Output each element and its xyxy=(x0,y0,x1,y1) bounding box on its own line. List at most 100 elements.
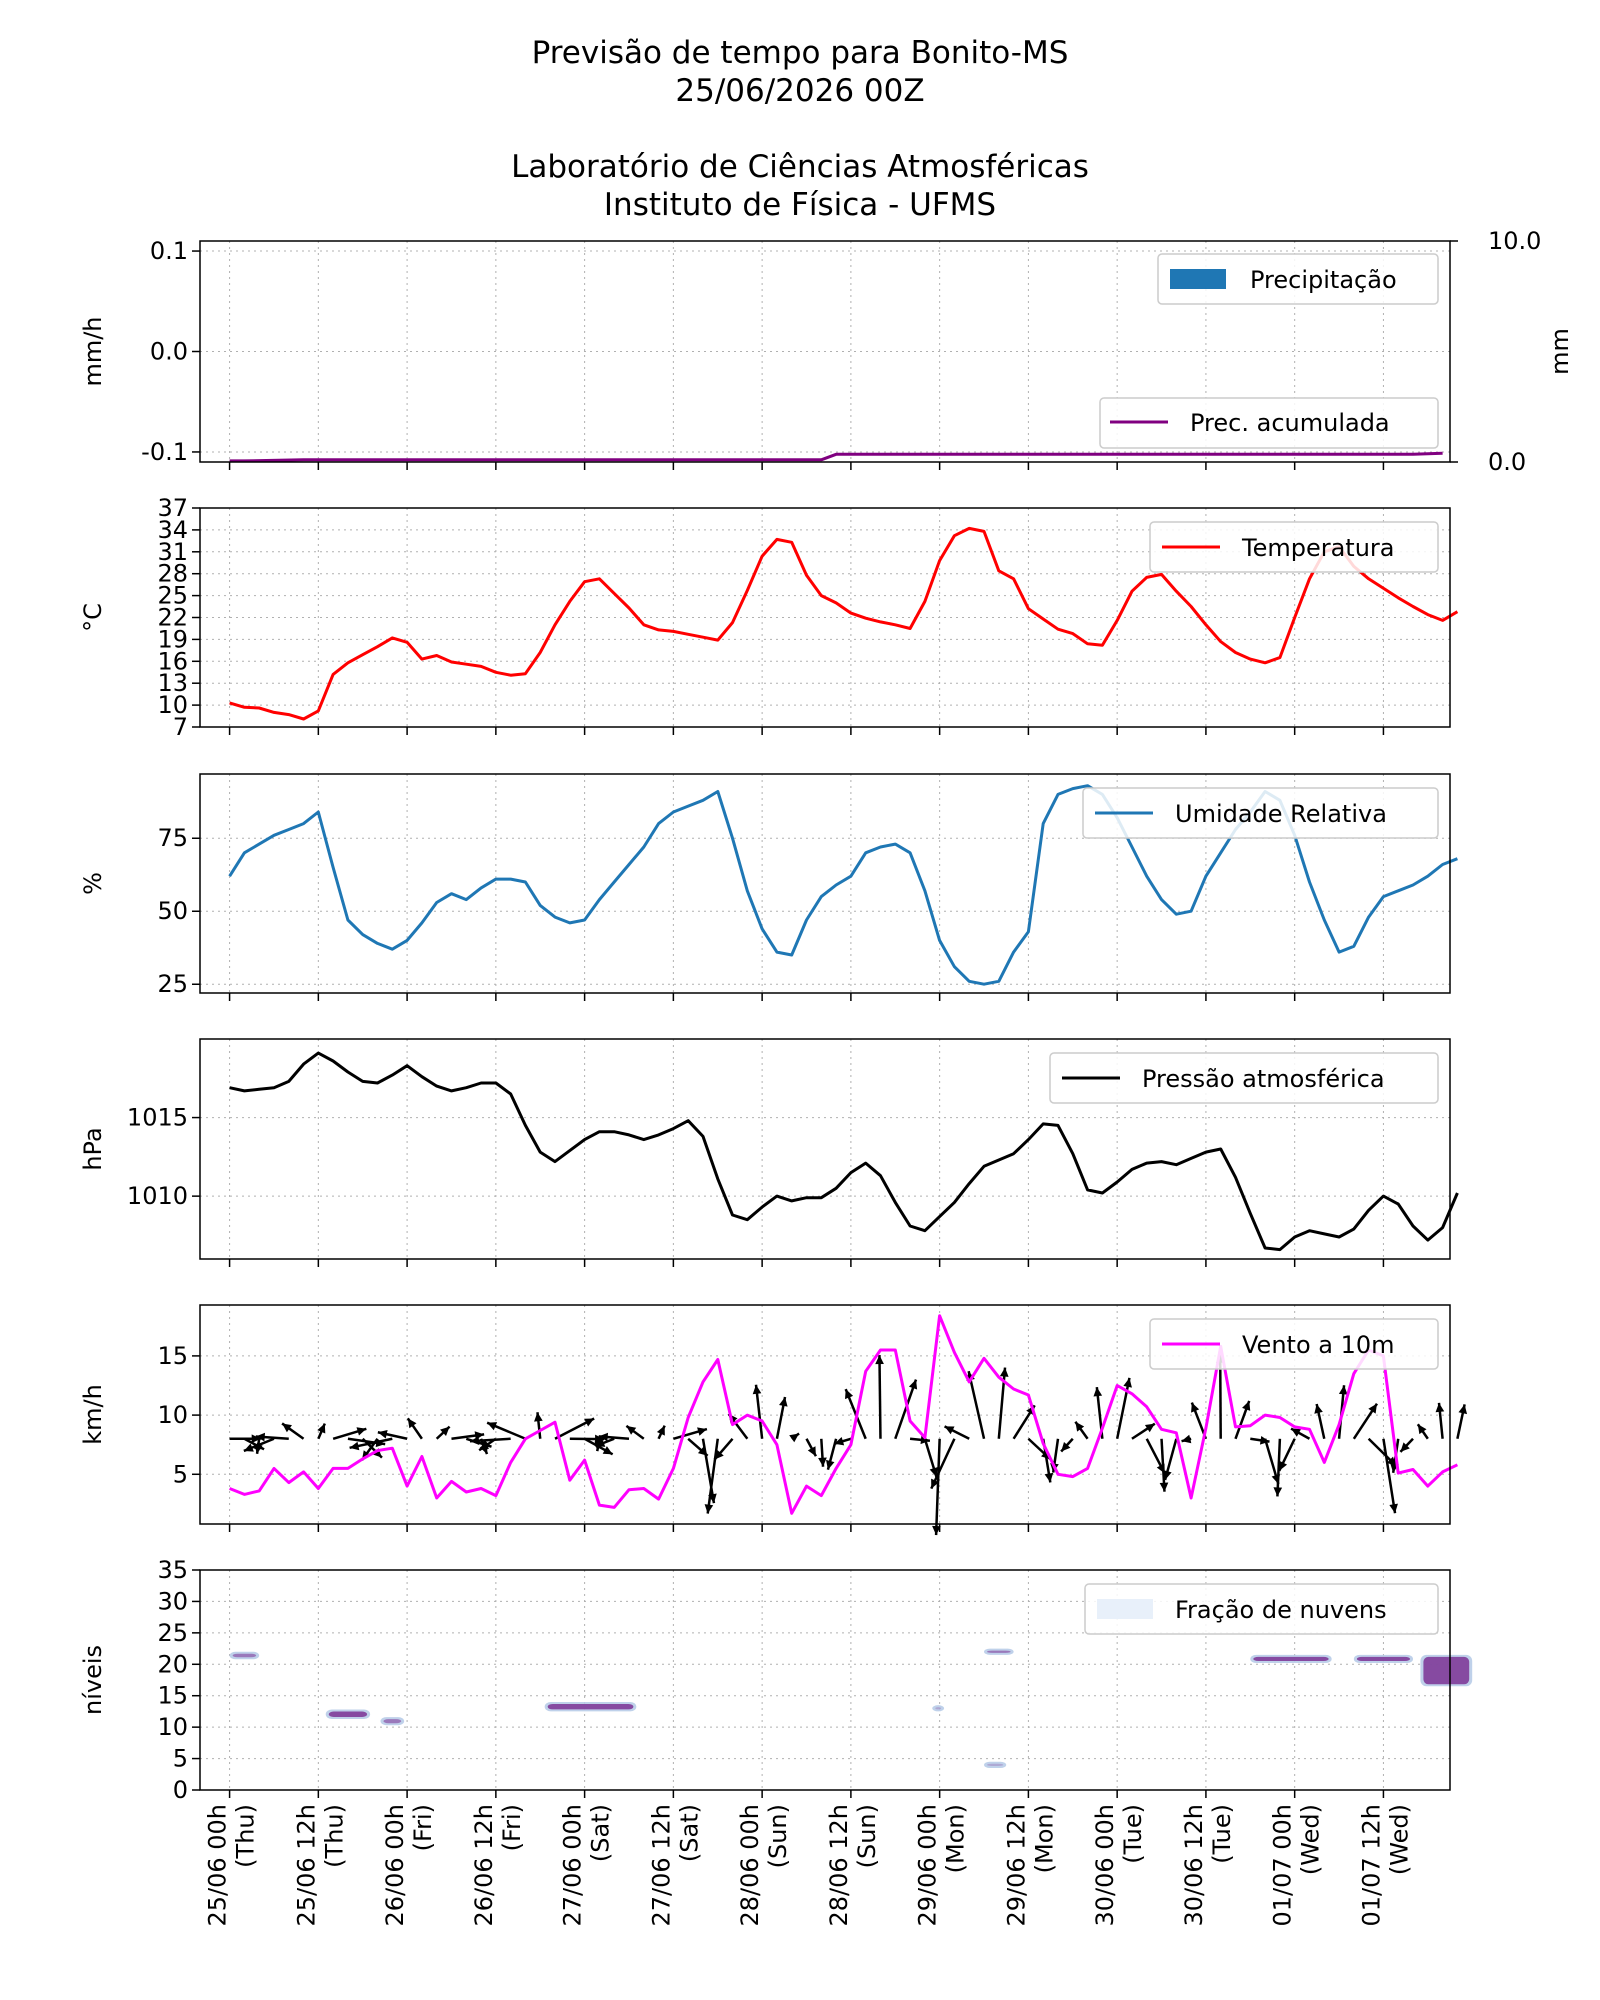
wind-arrow-head xyxy=(932,1525,941,1536)
wind-arrow-head xyxy=(1159,1482,1169,1492)
wind-arrow-head xyxy=(656,1425,665,1436)
x-tick-label-day: (Mon) xyxy=(942,1804,970,1873)
axes-frame xyxy=(199,1304,1451,1525)
cloud-patch xyxy=(935,1707,942,1710)
wind-arrow xyxy=(701,1438,716,1504)
wind-arrow-head xyxy=(584,1418,595,1427)
axes-frame xyxy=(199,1038,1451,1260)
x-tick-label-day: (Sun) xyxy=(853,1804,881,1868)
x-tick-label-day: (Thu) xyxy=(232,1804,260,1868)
wind-arrow-head xyxy=(931,1478,940,1489)
x-tick-label-date: 30/06 12h xyxy=(1180,1804,1208,1927)
legend-label-humidity: Umidade Relativa xyxy=(1175,800,1387,828)
wind-arrow-head xyxy=(875,1355,884,1365)
wind-arrow-head xyxy=(487,1422,498,1431)
y-axis-label-temperature: °C xyxy=(79,603,107,632)
x-tick-label-date: 26/06 12h xyxy=(470,1804,498,1927)
x-tick-label-date: 29/06 12h xyxy=(1002,1804,1030,1927)
y-tick-label: 31 xyxy=(157,538,188,566)
y-tick-label: 50 xyxy=(157,897,188,925)
x-tick-label-date: 28/06 12h xyxy=(825,1804,853,1927)
chart-title-block: Previsão de tempo para Bonito-MS 25/06/2… xyxy=(0,34,1600,224)
x-tick-label-day: (Fri) xyxy=(498,1804,526,1851)
wind-arrow-head xyxy=(1181,1434,1192,1444)
wind-arrow-head xyxy=(818,1457,827,1467)
wind-arrow-head xyxy=(595,1438,606,1447)
wind-arrow-head xyxy=(1093,1387,1103,1397)
right-y-tick-label: 0.0 xyxy=(1488,448,1526,476)
legend-swatch-clouds xyxy=(1097,1599,1153,1619)
cloud-halo xyxy=(932,1705,945,1712)
x-tick-label-day: (Fri) xyxy=(409,1804,437,1851)
axes-frame xyxy=(199,1569,1451,1791)
series-line-wind xyxy=(229,1314,1459,1515)
legend-label-wind: Vento a 10m xyxy=(1242,1331,1395,1359)
panel-wind: 5 10 15 Vento a 10m xyxy=(157,1304,1468,1536)
y-axis-label-humidity: % xyxy=(79,872,107,895)
x-tick-label-date: 27/06 00h xyxy=(559,1804,587,1927)
x-tick-label-date: 25/06 00h xyxy=(204,1804,232,1927)
wind-arrow-head xyxy=(1075,1421,1085,1432)
wind-arrow-head xyxy=(1389,1503,1398,1514)
x-tick-label-date: 01/07 12h xyxy=(1357,1804,1385,1927)
wind-arrow-head xyxy=(479,1441,490,1451)
wind-arrow-head xyxy=(697,1427,707,1436)
y-tick-label: 1010 xyxy=(127,1182,188,1210)
cloud-patch xyxy=(547,1704,634,1710)
legend-box xyxy=(1099,397,1439,449)
y-tick-label: 22 xyxy=(157,604,188,632)
wind-arrow-head xyxy=(372,1448,382,1458)
y-axis-label-accum: mm xyxy=(1546,328,1574,375)
wind-arrow-head xyxy=(407,1418,417,1429)
wind-arrow-head xyxy=(349,1441,360,1451)
legend-swatch-precip xyxy=(1170,269,1226,289)
y-tick-label: 1015 xyxy=(127,1104,188,1132)
wind-arrow-head xyxy=(789,1433,800,1443)
wind-arrow-head xyxy=(944,1426,955,1435)
y-tick-label: 13 xyxy=(157,669,188,697)
y-tick-label: 10 xyxy=(157,691,188,719)
wind-arrow-head xyxy=(1061,1441,1071,1452)
wind-arrow-head xyxy=(1400,1442,1410,1452)
wind-arrow xyxy=(1382,1438,1397,1514)
wind-arrow-head xyxy=(1123,1377,1132,1388)
wind-arrow xyxy=(706,1438,719,1514)
y-tick-label: -0.1 xyxy=(141,438,188,466)
y-tick-label: 7 xyxy=(173,713,188,741)
cloud-patch xyxy=(987,1650,1011,1653)
org-name: Laboratório de Ciências Atmosféricas xyxy=(511,149,1089,185)
x-tick-label-date: 01/07 00h xyxy=(1269,1804,1297,1927)
org-institute: Instituto de Física - UFMS xyxy=(603,187,997,223)
wind-arrow-head xyxy=(1273,1487,1283,1497)
legend-box xyxy=(1149,521,1439,573)
y-tick-label: 30 xyxy=(157,1587,188,1615)
wind-arrow-head xyxy=(1144,1423,1155,1433)
legend-box xyxy=(1157,253,1439,305)
x-tick-label-date: 26/06 00h xyxy=(381,1804,409,1927)
x-tick-label-date: 29/06 00h xyxy=(914,1804,942,1927)
y-axis-label-pressure: hPa xyxy=(79,1127,107,1170)
wind-arrow-head xyxy=(1163,1470,1172,1480)
y-tick-label: 28 xyxy=(157,560,188,588)
x-tick-label-day: (Tue) xyxy=(1208,1804,1236,1864)
y-tick-label: 10 xyxy=(157,1401,188,1429)
wind-arrow xyxy=(967,1370,986,1440)
legend-label-clouds: Fração de nuvens xyxy=(1175,1596,1387,1624)
y-axis-label-precip: mm/h xyxy=(79,316,107,386)
wind-arrow-head xyxy=(251,1434,261,1444)
y-tick-label: 0.0 xyxy=(150,338,188,366)
legend-label-pressure: Pressão atmosférica xyxy=(1142,1065,1385,1093)
x-tick-label-day: (Wed) xyxy=(1297,1804,1325,1875)
wind-arrow xyxy=(930,1438,956,1490)
wind-arrow-head xyxy=(1458,1404,1468,1415)
wind-arrow-head xyxy=(255,1432,266,1442)
legend-label-precip: Precipitação xyxy=(1250,266,1397,294)
axes-frame xyxy=(199,507,1451,728)
x-tick-label-date: 25/06 12h xyxy=(292,1804,320,1927)
y-tick-label: 16 xyxy=(157,647,188,675)
y-tick-label: 10 xyxy=(157,1713,188,1741)
y-tick-label: 15 xyxy=(157,1682,188,1710)
y-tick-label: 5 xyxy=(173,1460,188,1488)
axes-frame xyxy=(199,240,1451,463)
